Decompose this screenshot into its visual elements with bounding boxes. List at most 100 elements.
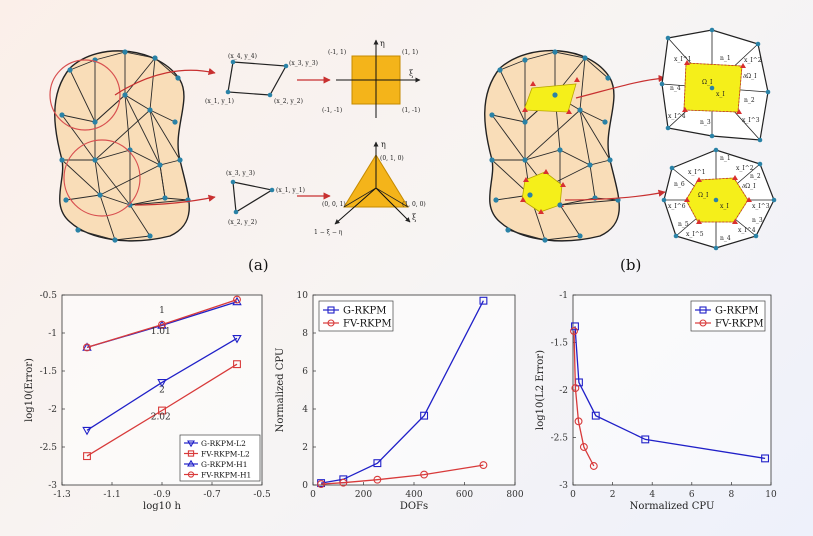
domain-b-nodes bbox=[489, 49, 621, 243]
data-point bbox=[574, 417, 583, 426]
normal-label: n_4 bbox=[720, 235, 731, 242]
legend: G-RKPM FV-RKPM bbox=[318, 300, 394, 332]
vertex-label: x_I^4 bbox=[738, 227, 756, 234]
data-point bbox=[82, 426, 92, 436]
data-point bbox=[327, 319, 335, 327]
x-tick-label: 10 bbox=[765, 490, 777, 500]
legend-label: G-RKPM-H1 bbox=[201, 460, 248, 469]
ref-tri-label: (0, 0, 1) bbox=[322, 201, 346, 208]
zoom-hex-cell: x_I Ω_I ∂Ω_I n_1 n_2 n_3 n_4 n_5 n_6 x_I… bbox=[661, 147, 777, 251]
vertex-label: x_I^2 bbox=[744, 57, 762, 64]
arrow-to-quad-cell bbox=[575, 74, 666, 99]
data-point bbox=[187, 440, 195, 448]
y-axis-label: Normalized CPU bbox=[275, 348, 286, 433]
tri-node-label: (x_2, y_2) bbox=[228, 219, 257, 226]
series-fv-rkpm-l2 bbox=[83, 360, 241, 461]
domain-b bbox=[484, 49, 666, 243]
series-line bbox=[573, 331, 595, 467]
node-xI: x_I bbox=[720, 203, 729, 210]
y-tick-label: -0.5 bbox=[40, 291, 58, 301]
arrow-to-hex-cell bbox=[564, 189, 666, 201]
x-tick-label: 600 bbox=[456, 490, 473, 500]
normal-label: n_2 bbox=[744, 97, 755, 104]
data-point bbox=[479, 296, 488, 305]
x-axis-label: DOFs bbox=[400, 501, 428, 512]
legend-label: G-RKPM-L2 bbox=[201, 439, 246, 448]
x-tick-label: 4 bbox=[649, 490, 655, 500]
ref-quad-label: (1, -1) bbox=[402, 107, 420, 114]
eta-axis-label: η bbox=[380, 39, 385, 48]
y-tick-label: -3 bbox=[48, 481, 57, 491]
data-point bbox=[761, 454, 770, 463]
x-tick-label: -0.5 bbox=[253, 490, 271, 500]
data-point bbox=[83, 452, 91, 461]
y-tick-label: -2.5 bbox=[551, 434, 569, 444]
ref-quad-label: (-1, 1) bbox=[328, 49, 346, 56]
data-point bbox=[589, 462, 598, 470]
series-g-rkpm-l2 bbox=[82, 334, 242, 436]
omega-label: Ω_I bbox=[698, 192, 709, 199]
cell-quad-yellow bbox=[523, 83, 577, 113]
omega-label: Ω_I bbox=[702, 79, 713, 86]
series-fv-rkpm bbox=[317, 461, 488, 489]
domain-a-nodes bbox=[59, 49, 191, 243]
x-tick-label: -0.7 bbox=[203, 490, 221, 500]
data-point bbox=[187, 450, 195, 457]
xi-axis-label: ξ bbox=[412, 213, 417, 222]
series-line bbox=[321, 464, 484, 485]
data-point bbox=[339, 478, 348, 487]
normal-label: n_3 bbox=[752, 217, 763, 224]
normal-label: n_2 bbox=[750, 173, 761, 180]
vertex-label: x_I^3 bbox=[752, 203, 770, 210]
chart-2: 0 200 400 600 800 0 2 4 6 8 10 DOFs Normalized CPU G-… bbox=[275, 291, 524, 512]
normal-label: n_3 bbox=[700, 119, 711, 126]
quad-node-label: (x_2, y_2) bbox=[274, 98, 303, 105]
vertex-label: x_I^3 bbox=[742, 117, 760, 124]
y-axis-label: log10(L2 Error) bbox=[535, 350, 546, 430]
ref-tri-label: (1, 0, 0) bbox=[402, 201, 426, 208]
normal-label: n_4 bbox=[670, 85, 681, 92]
normal-label: n_6 bbox=[674, 181, 685, 188]
tri-formula: 1 − ξ − η bbox=[314, 229, 343, 236]
legend-label: G-RKPM bbox=[343, 306, 387, 317]
y-tick-label: 0 bbox=[302, 481, 308, 491]
slope-annotation: 1 bbox=[159, 306, 165, 316]
y-tick-label: -2.5 bbox=[40, 443, 58, 453]
vertex-label: x_I^5 bbox=[686, 231, 704, 238]
data-point bbox=[479, 461, 488, 470]
series-line bbox=[86, 298, 238, 349]
quad-node-label: (x_3, y_3) bbox=[289, 60, 318, 67]
x-tick-label: 200 bbox=[355, 490, 372, 500]
vertex-label: x_I^4 bbox=[668, 113, 686, 120]
reference-quad-element: ξ η (-1, 1) (1, 1) (-1, -1) (1, -1) bbox=[322, 39, 421, 118]
data-point bbox=[571, 384, 580, 393]
slope-annotation: 2.02 bbox=[151, 413, 171, 423]
data-point bbox=[591, 411, 600, 420]
y-tick-label: -1.5 bbox=[40, 367, 58, 377]
x-tick-label: 0 bbox=[570, 490, 576, 500]
data-point bbox=[232, 334, 242, 344]
data-point bbox=[641, 435, 650, 444]
slope-annotation: 2 bbox=[159, 385, 165, 395]
quad-node-label: (x_4, y_4) bbox=[228, 53, 257, 60]
chart-3: 0 2 4 6 8 10 -1 -1.5 -2 -2.5 -3 Normalized CPU log10… bbox=[535, 291, 777, 512]
chart-1: -1.3 -1.1 -0.9 -0.7 -0.5 -0.5 -1 -1.5 -2 -2.5 -3 lo… bbox=[24, 291, 271, 512]
vertex-label: x_I^6 bbox=[668, 203, 686, 210]
ref-quad-label: (-1, -1) bbox=[322, 107, 342, 114]
data-point bbox=[187, 459, 195, 467]
vertex-label: x_I^1 bbox=[674, 56, 692, 63]
zoom-quad-cell: x_I Ω_I ∂Ω_I n_1 n_2 n_3 n_4 x_I^1 x_I^2… bbox=[659, 27, 771, 143]
data-point bbox=[158, 320, 166, 329]
vertex-label: x_I^1 bbox=[688, 169, 706, 176]
x-tick-label: 6 bbox=[689, 490, 695, 500]
ref-tri-label: (0, 1, 0) bbox=[380, 155, 404, 162]
series-line bbox=[86, 363, 238, 457]
caption-b: (b) bbox=[620, 256, 641, 274]
charts-panel: -1.3 -1.1 -0.9 -0.7 -0.5 -0.5 -1 -1.5 -2 -2.5 -3 lo… bbox=[24, 291, 777, 512]
series-fv-rkpm bbox=[570, 327, 598, 470]
eta-axis-label: η bbox=[381, 140, 386, 149]
x-tick-label: 800 bbox=[506, 490, 523, 500]
legend-label: FV-RKPM bbox=[715, 319, 764, 330]
data-point bbox=[420, 411, 429, 420]
series-g-rkpm bbox=[571, 322, 770, 463]
